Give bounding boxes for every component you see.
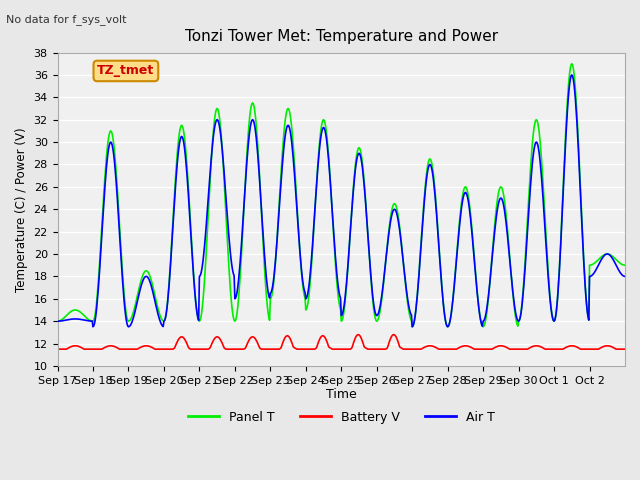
Title: Tonzi Tower Met: Temperature and Power: Tonzi Tower Met: Temperature and Power [185,29,498,44]
Text: No data for f_sys_volt: No data for f_sys_volt [6,14,127,25]
Y-axis label: Temperature (C) / Power (V): Temperature (C) / Power (V) [15,127,28,291]
Legend: Panel T, Battery V, Air T: Panel T, Battery V, Air T [182,406,500,429]
X-axis label: Time: Time [326,388,356,401]
Text: TZ_tmet: TZ_tmet [97,64,154,77]
